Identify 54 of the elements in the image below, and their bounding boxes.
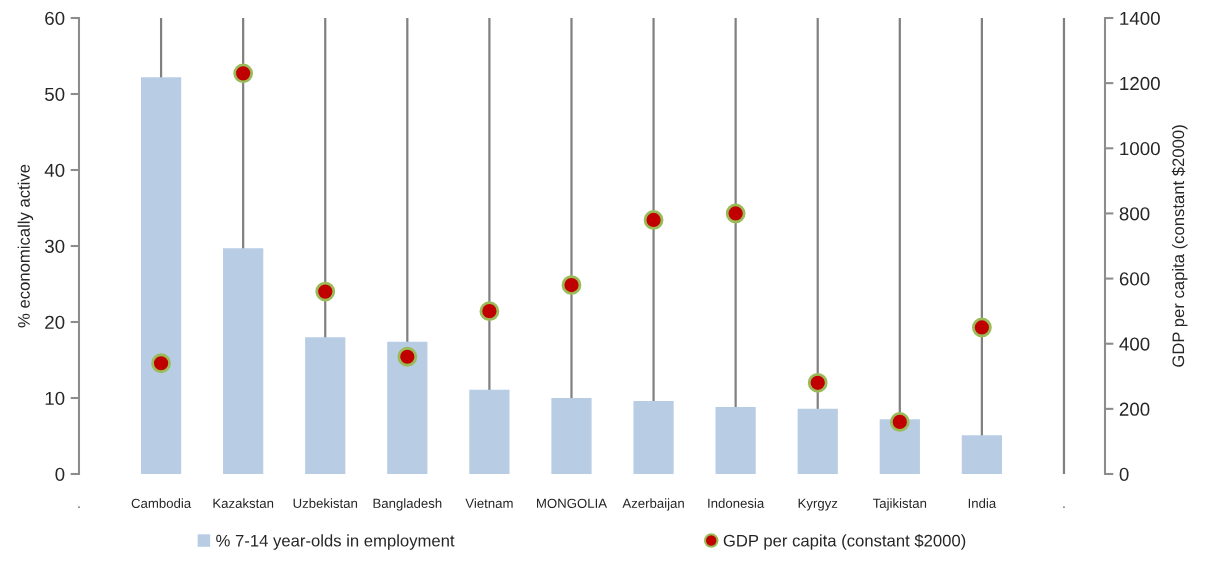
bar	[715, 407, 756, 474]
bar	[223, 248, 264, 474]
y2-tick-label: 0	[1119, 467, 1129, 481]
y2-tick-label: 200	[1119, 402, 1150, 416]
y2-tick-label: 400	[1119, 337, 1150, 351]
y-tick-label: 20	[45, 315, 65, 329]
bar	[633, 401, 674, 474]
bar	[305, 337, 346, 474]
x-tick-label: Kyrgyz	[798, 498, 838, 511]
y2-tick-label: 1000	[1120, 141, 1160, 156]
point	[561, 275, 582, 295]
bar	[551, 398, 592, 474]
y-tick-label: 50	[45, 87, 65, 101]
point	[397, 346, 418, 367]
bar	[387, 341, 428, 474]
point	[315, 281, 336, 302]
point	[971, 317, 992, 338]
y2-tick-label: 600	[1119, 272, 1150, 286]
point	[725, 203, 746, 224]
y-tick-label: 60	[45, 11, 65, 25]
x-tick-label: Cambodia	[131, 498, 192, 508]
x-tick-label: MONGOLIA	[537, 498, 608, 508]
bar	[961, 435, 1002, 474]
point	[889, 411, 910, 432]
bar	[879, 419, 920, 474]
x-tick-label: .	[1063, 506, 1065, 508]
x-tick-label: Azerbaijan	[622, 498, 684, 511]
bar	[469, 389, 510, 474]
x-tick-label: Bangladesh	[373, 498, 442, 511]
y2-tick-label: 1400	[1120, 11, 1160, 25]
x-tick-label: .	[78, 506, 80, 508]
point	[807, 372, 828, 393]
legend-label: % 7-14 year-olds in employment	[216, 534, 455, 550]
x-tick-label: India	[968, 498, 997, 508]
x-tick-label: Kazakstan	[213, 498, 274, 508]
y-tick-label: 40	[44, 163, 65, 177]
point	[479, 301, 500, 322]
point	[643, 210, 664, 230]
y2-tick-label: 1200	[1120, 76, 1160, 91]
x-tick-label: Uzbekistan	[293, 498, 358, 508]
y-tick-label: 10	[45, 391, 65, 405]
y2-tick-label: 800	[1119, 207, 1150, 221]
y-axis-title: % economically active	[17, 164, 34, 328]
x-tick-label: Tajikistan	[872, 498, 927, 511]
y2-axis-title: GDP per capita (constant $2000)	[1171, 125, 1188, 367]
legend-label: GDP per capita (constant $2000)	[723, 534, 966, 550]
point	[151, 353, 171, 374]
x-tick-label: Indonesia	[708, 498, 765, 508]
bar	[797, 408, 838, 474]
x-tick-label: Vietnam	[465, 498, 513, 508]
y-tick-label: 0	[55, 467, 65, 481]
point	[233, 63, 254, 84]
y-tick-label: 30	[44, 239, 65, 253]
bar	[140, 77, 182, 474]
